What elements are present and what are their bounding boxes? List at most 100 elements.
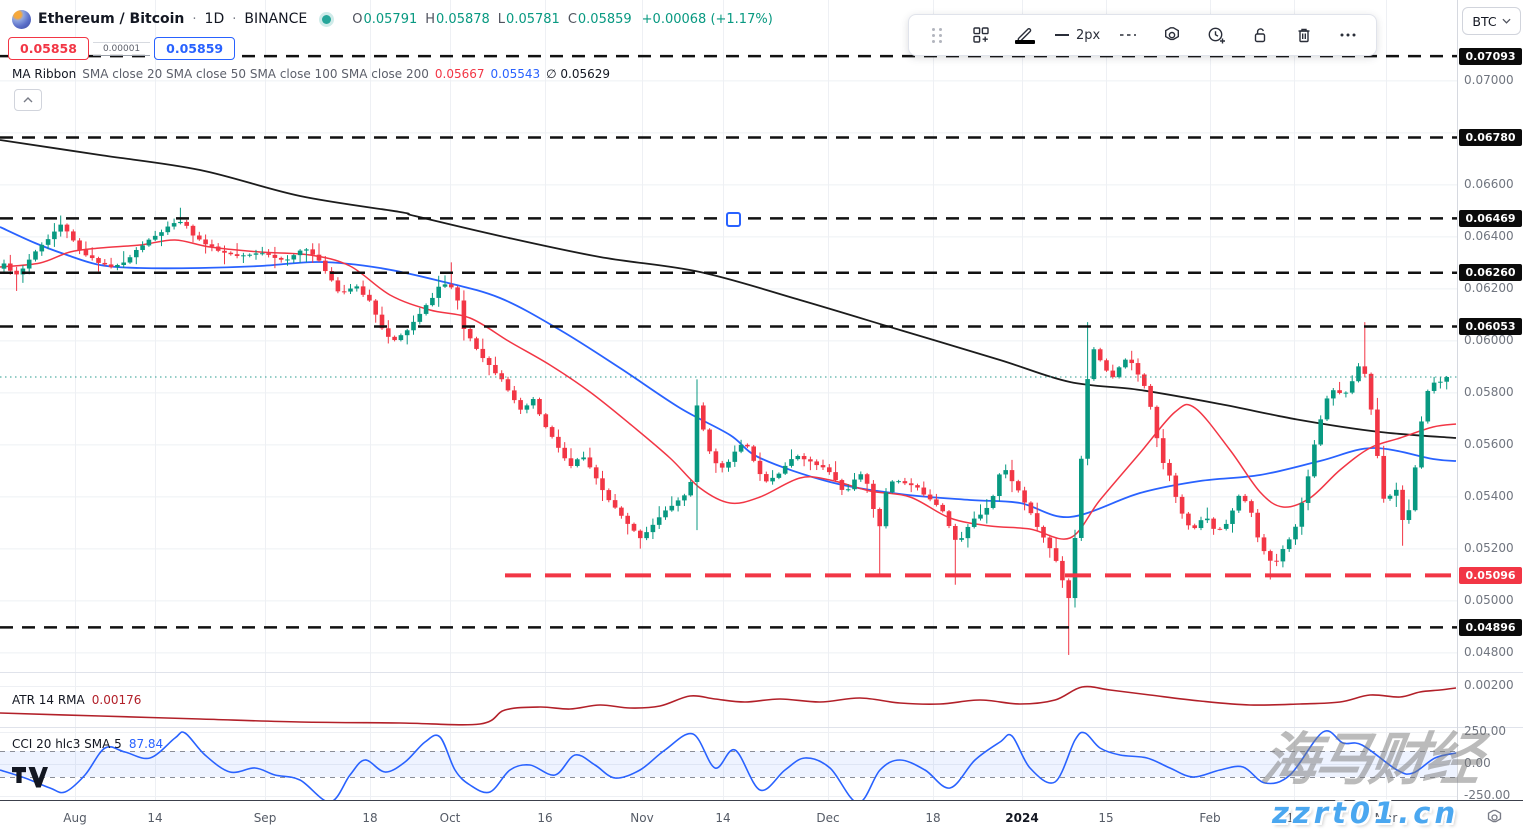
price-scale-tick: 0.05600	[1464, 437, 1514, 452]
price-scale-tick: 0.05000	[1464, 593, 1514, 608]
dash-style-button[interactable]	[1108, 19, 1148, 51]
cci-scale-label: -250.00	[1464, 788, 1511, 802]
ohlc-readout: O0.05791 H0.05878 L0.05781 C0.05859 +0.0…	[352, 12, 773, 27]
candles-layer[interactable]	[1, 207, 1449, 655]
currency-label: BTC	[1472, 13, 1497, 29]
price-level-label[interactable]: 0.06053	[1459, 318, 1522, 336]
collapse-legend-button[interactable]	[14, 89, 42, 111]
time-axis-label: 2024	[1005, 811, 1039, 825]
price-level-label[interactable]: 0.06469	[1459, 209, 1522, 227]
time-axis-label: 14	[715, 811, 731, 825]
sma200-line[interactable]	[0, 139, 1457, 439]
pencil-button[interactable]	[1005, 19, 1045, 51]
tradingview-logo-icon[interactable]	[12, 767, 48, 792]
ma-average-value: ∅ 0.05629	[546, 67, 611, 81]
gridlines	[0, 0, 1457, 800]
price-level-label[interactable]: 0.05096	[1459, 566, 1522, 584]
high-letter: H	[425, 11, 436, 27]
time-axis-label: 14	[147, 811, 163, 825]
settings-hex-icon	[1162, 25, 1182, 45]
cci-band	[0, 751, 1457, 777]
price-scale-tick: 0.05200	[1464, 541, 1514, 556]
price-scale-tick: 0.04800	[1464, 645, 1514, 660]
symbol-header: Ethereum / Bitcoin · 1D · BINANCE O0.057…	[12, 8, 773, 30]
price-scale-tick: 0.05400	[1464, 489, 1514, 504]
ma-ribbon-params: SMA close 20 SMA close 50 SMA close 100 …	[82, 67, 429, 81]
unlock-icon	[1250, 25, 1270, 45]
pencil-icon	[1015, 26, 1035, 44]
ma-ribbon-title: MA Ribbon	[12, 67, 77, 81]
trade-buttons: 0.05858 0.00001 0.05859	[8, 37, 236, 60]
price-level-label[interactable]: 0.04896	[1459, 618, 1522, 636]
trash-button[interactable]	[1284, 19, 1324, 51]
time-axis-label: 18	[925, 811, 941, 825]
drawing-anchor-handle[interactable]	[726, 212, 741, 227]
price-level-label[interactable]: 0.07093	[1459, 47, 1522, 65]
site-watermark: zzrt01.cn	[1272, 796, 1460, 830]
low-letter: L	[497, 11, 506, 27]
close-letter: C	[567, 11, 577, 27]
sma20-line[interactable]	[0, 239, 1457, 540]
sell-button[interactable]: 0.05858	[8, 37, 89, 60]
time-axis-label: Oct	[439, 811, 461, 825]
cci-line[interactable]	[0, 730, 1457, 804]
market-status-dot-icon[interactable]	[322, 14, 332, 24]
price-scale-currency-button[interactable]: BTC	[1462, 7, 1521, 35]
alert-clock-icon	[1206, 25, 1227, 45]
price-scale-tick: 0.07000	[1464, 73, 1514, 88]
line-width-value: 2px	[1076, 27, 1101, 43]
price-scale-tick: 0.06000	[1464, 333, 1514, 348]
symbol-separator: ·	[232, 11, 237, 27]
atr-title: ATR 14 RMA	[12, 693, 85, 707]
buy-button[interactable]: 0.05859	[154, 37, 236, 60]
time-axis-settings-gear-icon[interactable]	[1485, 807, 1504, 830]
atr-line[interactable]	[0, 685, 1457, 726]
ethereum-logo-icon	[12, 9, 31, 29]
alert-clock-button[interactable]	[1196, 19, 1236, 51]
ma-ribbon-legend[interactable]: MA Ribbon SMA close 20 SMA close 50 SMA …	[12, 67, 610, 81]
color-swatch	[1015, 40, 1035, 44]
cci-scale-label: 250.00	[1464, 724, 1506, 738]
time-axis-label: Dec	[816, 811, 840, 825]
open-value: 0.05791	[363, 11, 418, 27]
exchange-label: BINANCE	[244, 11, 308, 27]
cci-legend[interactable]: CCI 20 hlc3 SMA 5 87.84	[12, 737, 163, 751]
cci-scale-label: 0.00	[1464, 756, 1491, 770]
drag-handle-button[interactable]	[917, 19, 957, 51]
time-axis-label: Sep	[253, 811, 277, 825]
grid-add-icon	[971, 25, 991, 45]
more-button[interactable]	[1328, 19, 1368, 51]
price-scale-tick: 0.06600	[1464, 177, 1514, 192]
open-letter: O	[352, 11, 363, 27]
price-scale-tick: 0.06200	[1464, 281, 1514, 296]
ma-sma20-value: 0.05667	[434, 67, 485, 81]
settings-hex-button[interactable]	[1152, 19, 1192, 51]
atr-value: 0.00176	[91, 693, 142, 707]
grid-add-button[interactable]	[961, 19, 1001, 51]
sma50-line[interactable]	[0, 226, 1457, 518]
line-width-button[interactable]: 2px	[1049, 19, 1104, 51]
more-icon	[1338, 25, 1358, 45]
price-level-label[interactable]: 0.06780	[1459, 129, 1522, 147]
close-value: 0.05859	[577, 11, 632, 27]
cci-value: 87.84	[128, 737, 164, 751]
symbol-separator: ·	[192, 11, 197, 27]
atr-scale-label: 0.00200	[1464, 678, 1514, 692]
ma-sma50-value: 0.05543	[490, 67, 541, 81]
drag-handle-icon	[931, 27, 943, 43]
symbol-name[interactable]: Ethereum / Bitcoin	[38, 11, 185, 27]
unlock-button[interactable]	[1240, 19, 1280, 51]
time-axis-label: Aug	[63, 811, 87, 825]
time-axis-label: Nov	[630, 811, 654, 825]
time-axis-label: 16	[537, 811, 553, 825]
price-level-label[interactable]: 0.06260	[1459, 264, 1522, 282]
atr-legend[interactable]: ATR 14 RMA 0.00176	[12, 693, 141, 707]
spread-value: 0.00001	[92, 41, 151, 56]
brand-watermark: 海马财经	[1257, 727, 1483, 793]
price-scale-tick: 0.06400	[1464, 229, 1514, 244]
time-axis[interactable]: Aug 14 Sep 18 Oct 16 Nov 14 Dec 18 2024 15 Feb 14 Mar	[0, 801, 1523, 834]
interval-label[interactable]: 1D	[204, 11, 225, 27]
